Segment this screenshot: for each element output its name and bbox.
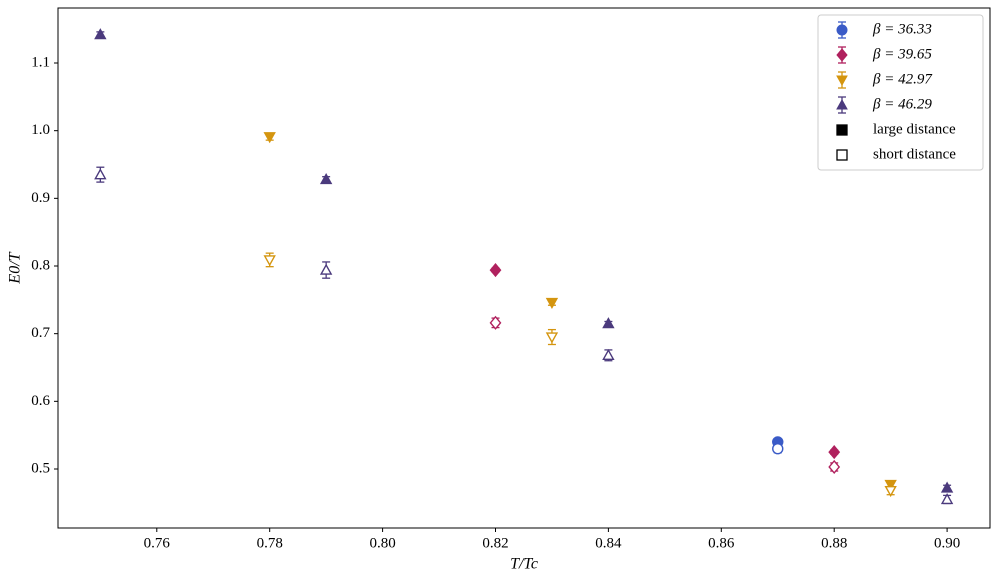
- marker-short: [489, 315, 502, 330]
- marker-large: [319, 172, 333, 185]
- x-tick-label: 0.86: [708, 535, 735, 551]
- legend-marker: [836, 48, 848, 62]
- marker-short: [545, 332, 559, 344]
- marker-short: [772, 442, 784, 455]
- marker-short: [319, 263, 333, 275]
- legend-label: β = 42.97: [872, 71, 933, 87]
- marker-large: [884, 479, 897, 492]
- x-tick-label: 0.88: [821, 535, 847, 551]
- marker-large: [940, 481, 954, 493]
- x-tick-label: 0.82: [482, 535, 508, 551]
- y-tick-label: 0.7: [31, 325, 50, 341]
- legend-style-marker: [836, 149, 848, 161]
- marker-large: [828, 444, 841, 460]
- plot-frame: [57, 7, 991, 529]
- y-tick-label: 0.8: [31, 257, 50, 273]
- legend-box: [817, 14, 984, 171]
- marker-short: [884, 485, 897, 498]
- x-axis-label: T/Tc: [510, 556, 538, 573]
- x-tick-label: 0.84: [595, 535, 622, 551]
- marker-short: [940, 493, 954, 505]
- marker-large: [489, 262, 502, 278]
- marker-large: [545, 297, 559, 309]
- legend-marker: [836, 98, 848, 110]
- y-tick-label: 1.1: [31, 54, 50, 70]
- legend-label: β = 36.33: [872, 21, 932, 37]
- marker-short: [828, 459, 841, 475]
- x-tick-label: 0.80: [369, 535, 395, 551]
- y-axis-label: E0/T: [7, 251, 24, 284]
- marker-large: [94, 28, 107, 40]
- x-tick-label: 0.76: [144, 535, 171, 551]
- legend-label: β = 39.65: [872, 46, 932, 62]
- legend-marker: [836, 75, 848, 87]
- y-tick-label: 1.0: [31, 122, 50, 138]
- marker-short: [263, 255, 276, 267]
- x-tick-label: 0.90: [934, 535, 960, 551]
- marker-short: [602, 348, 615, 361]
- legend-marker: [836, 24, 848, 36]
- legend-label: short distance: [873, 146, 956, 162]
- legend-label: β = 46.29: [872, 96, 932, 112]
- y-tick-label: 0.6: [31, 393, 50, 409]
- legend-label: large distance: [873, 121, 956, 137]
- marker-large: [263, 132, 276, 144]
- y-tick-label: 0.9: [31, 190, 50, 206]
- marker-short: [94, 168, 107, 180]
- legend-style-marker: [836, 124, 848, 136]
- y-tick-label: 0.5: [31, 460, 50, 476]
- x-tick-label: 0.78: [257, 535, 283, 551]
- marker-large: [602, 317, 615, 329]
